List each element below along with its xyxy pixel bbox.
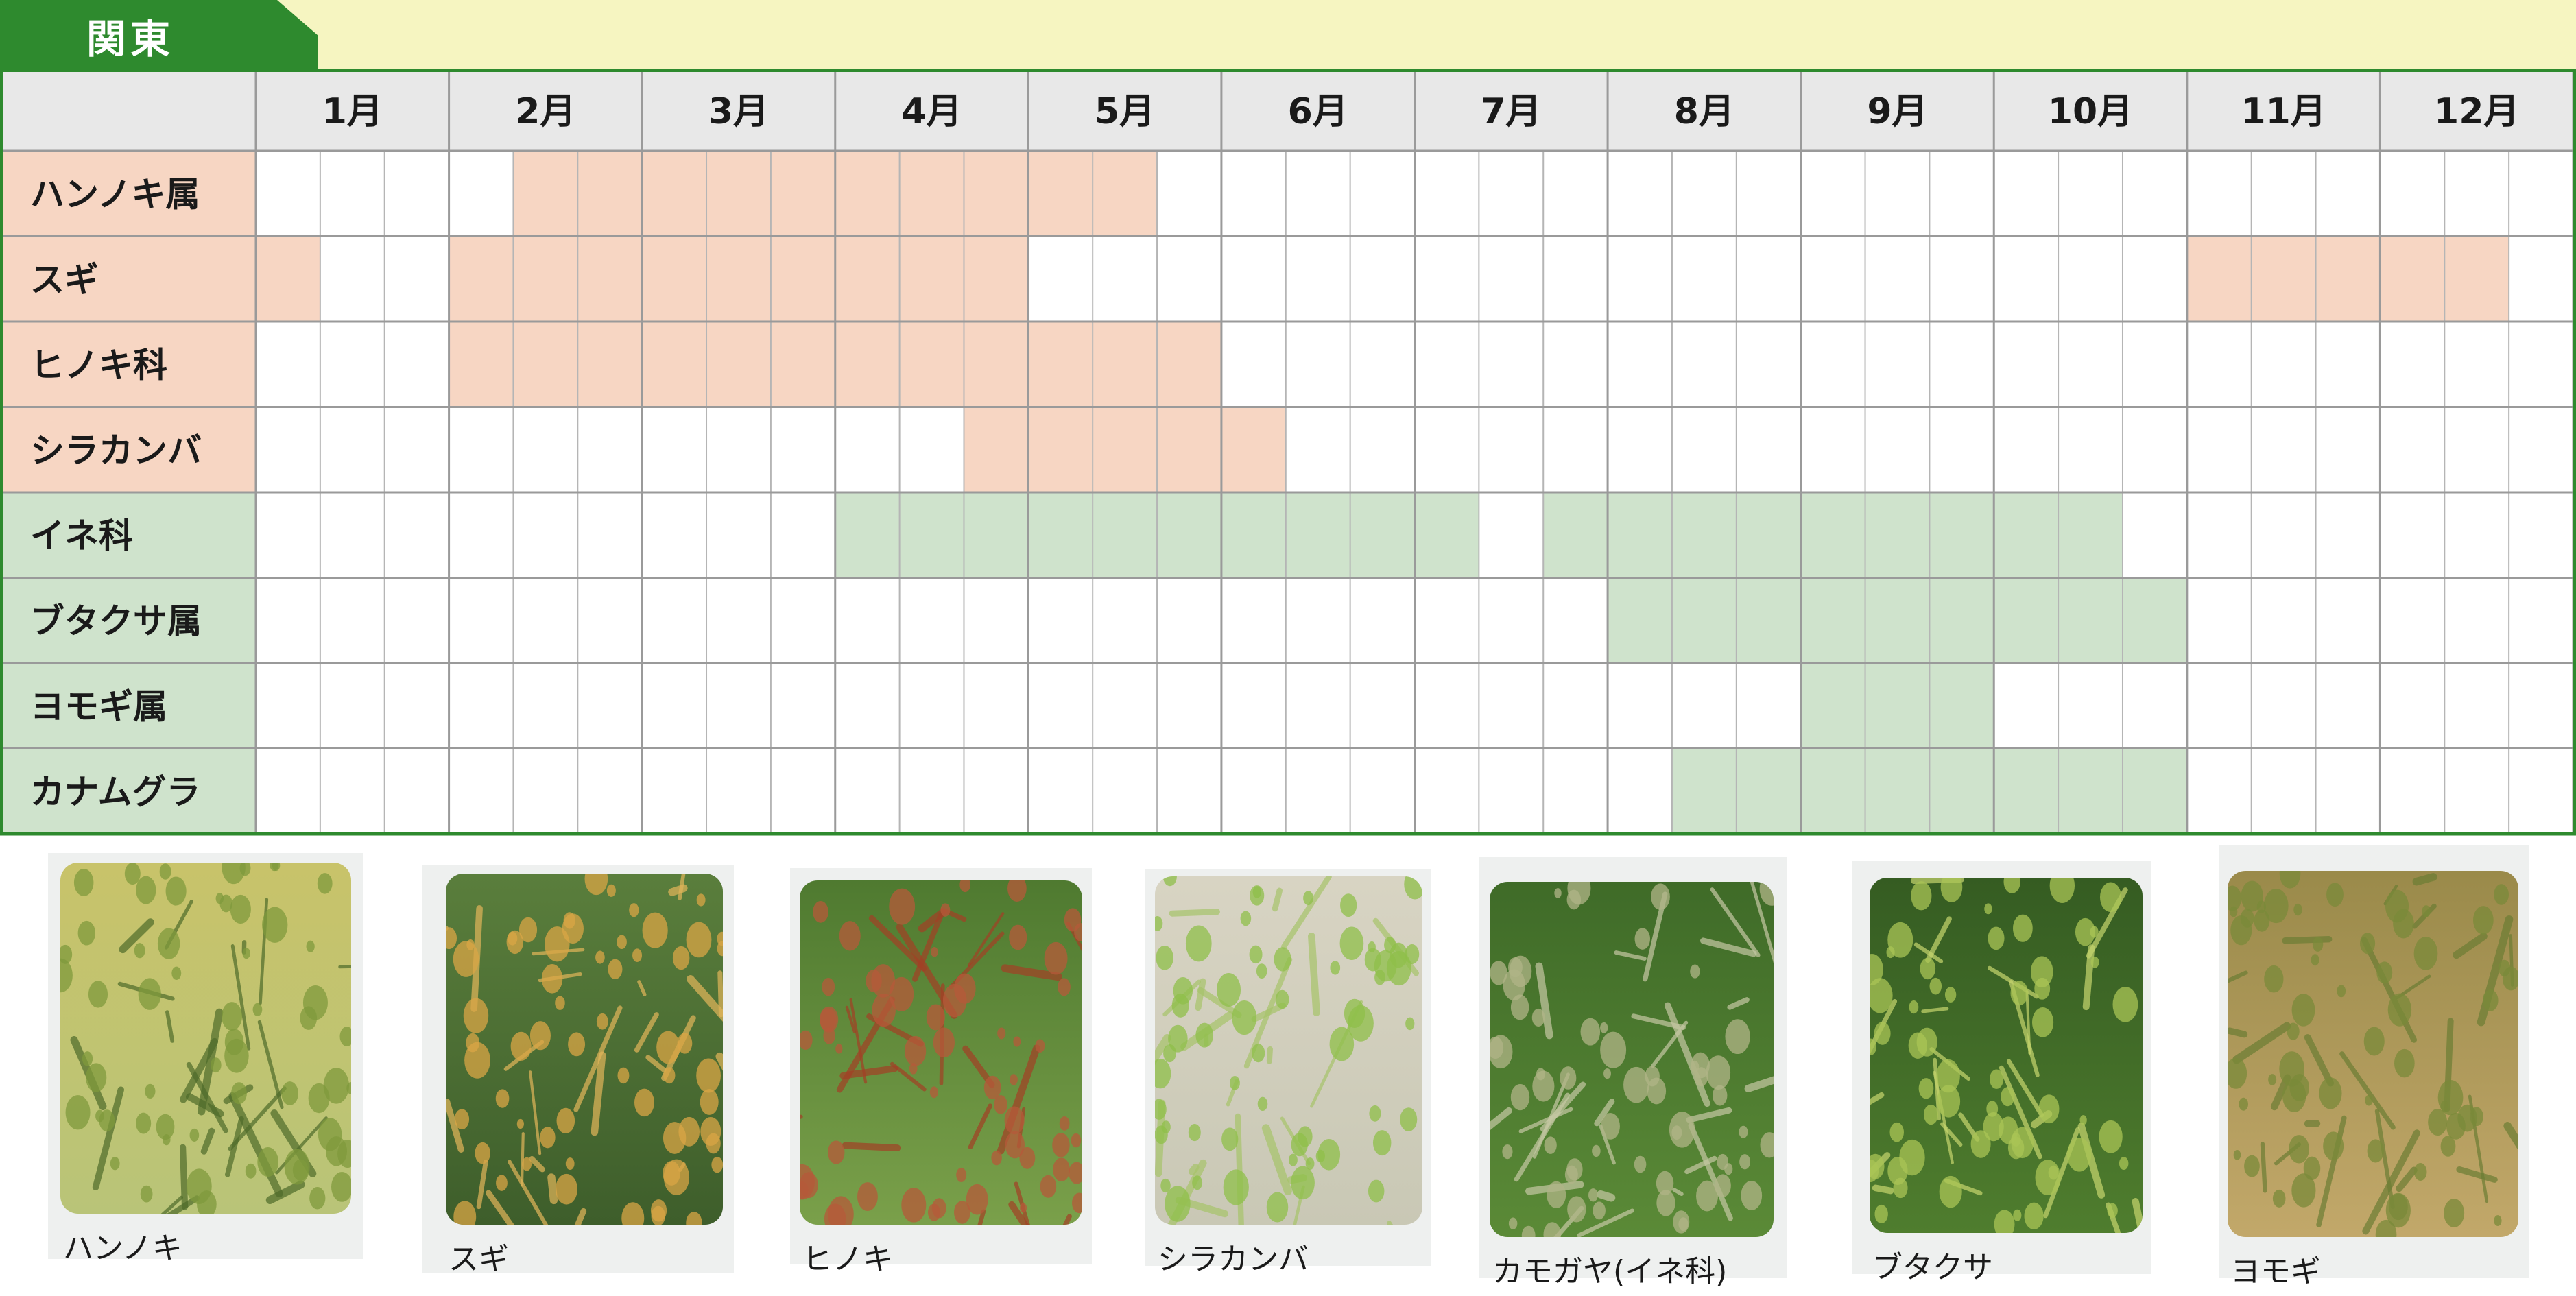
region-label: 関東 xyxy=(86,16,174,62)
pollen-period-bar xyxy=(1608,577,2187,663)
row-label-bg xyxy=(0,577,256,663)
pollen-plant-photos: ハンノキ スギ ヒノキ シラカンバ カモガヤ(イネ科) ブタクサ ヨモギ xyxy=(0,841,2576,1296)
table-border xyxy=(0,69,2576,836)
plant-photo xyxy=(2228,871,2518,1237)
photo-card: スギ xyxy=(422,865,734,1277)
photo-caption: ヨモギ xyxy=(2230,1254,2321,1289)
photo-card: カモガヤ(イネ科) xyxy=(1479,857,1787,1289)
pollen-period-bar xyxy=(449,236,1029,322)
photo-caption: ブタクサ xyxy=(1872,1250,1993,1285)
row-label: ハンノキ属 xyxy=(30,174,200,214)
month-header: 10月 xyxy=(2048,91,2133,132)
month-header: 2月 xyxy=(515,91,575,132)
photo-card: ヨモギ xyxy=(2219,845,2529,1289)
pollen-period-bar xyxy=(2186,236,2509,322)
pollen-period-bar xyxy=(1800,663,1994,749)
row-label-bg xyxy=(0,151,256,237)
row-label-bg xyxy=(0,322,256,407)
pollen-calendar-table: ハンノキ属スギヒノキ科シラカンバイネ科ブタクサ属ヨモギ属カナムグラ 1月 2月 3月 4… xyxy=(0,69,2576,841)
plant-photo xyxy=(800,880,1082,1225)
plant-photo xyxy=(446,874,723,1225)
row-label-bg xyxy=(0,492,256,578)
month-header: 4月 xyxy=(901,91,962,132)
table-header-bg xyxy=(0,69,2576,151)
pollen-period-bar xyxy=(964,407,1286,492)
row-label: シラカンバ xyxy=(30,431,202,470)
month-header: 12月 xyxy=(2434,91,2519,132)
row-label: スギ xyxy=(30,260,99,300)
photo-caption: カモガヤ(イネ科) xyxy=(1492,1254,1728,1289)
month-header: 8月 xyxy=(1674,91,1734,132)
row-label-bg xyxy=(0,748,256,834)
region-tab xyxy=(0,0,318,71)
title-band xyxy=(0,0,2576,69)
row-label: カナムグラ xyxy=(30,772,201,812)
plant-photo xyxy=(1155,876,1422,1225)
month-header: 5月 xyxy=(1095,91,1155,132)
row-label-bg xyxy=(0,663,256,749)
photo-card: ハンノキ xyxy=(48,853,363,1266)
month-header: 1月 xyxy=(322,91,383,132)
photo-card: ブタクサ xyxy=(1852,861,2151,1285)
month-header: 6月 xyxy=(1288,91,1348,132)
month-header: 9月 xyxy=(1867,91,1927,132)
month-header: 11月 xyxy=(2241,91,2326,132)
month-header: 7月 xyxy=(1481,91,1541,132)
row-label: イネ科 xyxy=(30,516,133,555)
row-label: ヒノキ科 xyxy=(30,345,167,385)
row-label-bg xyxy=(0,407,256,492)
row-label: ヨモギ属 xyxy=(30,686,167,726)
pollen-period-bar xyxy=(1543,492,2123,578)
pollen-period-bar xyxy=(256,236,320,322)
plant-photo xyxy=(1490,882,1774,1237)
plant-photo xyxy=(1870,878,2143,1233)
row-label: ブタクサ属 xyxy=(30,601,202,641)
photo-caption: スギ xyxy=(449,1242,509,1277)
row-label-bg xyxy=(0,236,256,322)
photo-caption: ヒノキ xyxy=(802,1242,893,1277)
plant-photo xyxy=(60,863,351,1214)
month-header: 3月 xyxy=(708,91,769,132)
photo-card: ヒノキ xyxy=(790,868,1092,1277)
photo-card: シラカンバ xyxy=(1145,869,1431,1277)
photo-caption: ハンノキ xyxy=(63,1231,182,1266)
photo-caption: シラカンバ xyxy=(1158,1242,1309,1277)
